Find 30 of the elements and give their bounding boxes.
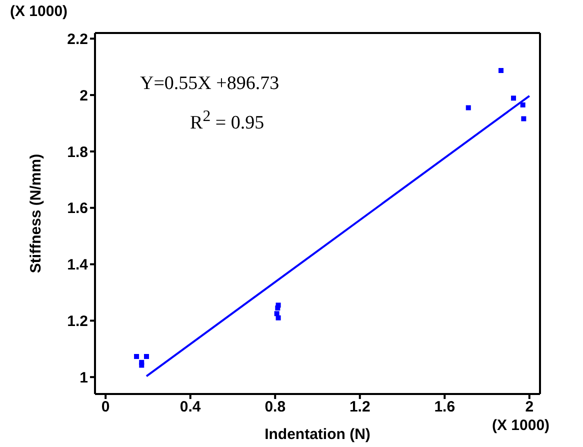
x-tick-label: 2 bbox=[525, 398, 534, 416]
annotation: R$^{2}$ = 0.95 bbox=[190, 108, 264, 134]
point bbox=[139, 362, 144, 368]
point bbox=[134, 354, 140, 359]
point bbox=[466, 105, 471, 110]
point bbox=[498, 68, 504, 74]
x-tick-label: 1.6 bbox=[434, 398, 456, 416]
y-tick-label: 1.4 bbox=[67, 256, 89, 274]
y-tick-label: 2.2 bbox=[67, 30, 88, 48]
point bbox=[511, 96, 516, 101]
point bbox=[520, 102, 526, 108]
point bbox=[144, 354, 149, 359]
text: (X 1000) bbox=[492, 417, 550, 434]
x-tick-label: 1.2 bbox=[349, 398, 370, 416]
annotation: Y=0.55X +896.73 bbox=[140, 73, 280, 95]
x-tick-label: 0 bbox=[101, 398, 110, 416]
point bbox=[276, 315, 281, 320]
text: (X 1000) bbox=[10, 3, 68, 20]
y-tick-label: 2 bbox=[80, 87, 88, 104]
point bbox=[274, 311, 280, 316]
y-tick-label: 1.8 bbox=[67, 144, 88, 161]
x-axis-title: Indentation (N) bbox=[264, 426, 370, 443]
y-tick-label: 1.6 bbox=[67, 200, 88, 218]
y-tick-label: 1.2 bbox=[67, 312, 88, 330]
y-axis-title: Stiffness (N/mm) bbox=[27, 154, 44, 274]
x-tick-label: 0.4 bbox=[180, 398, 202, 416]
point bbox=[521, 116, 526, 122]
point bbox=[275, 305, 280, 310]
y-tick-label: 1 bbox=[80, 369, 88, 386]
x-tick-label: 0.8 bbox=[264, 398, 286, 416]
